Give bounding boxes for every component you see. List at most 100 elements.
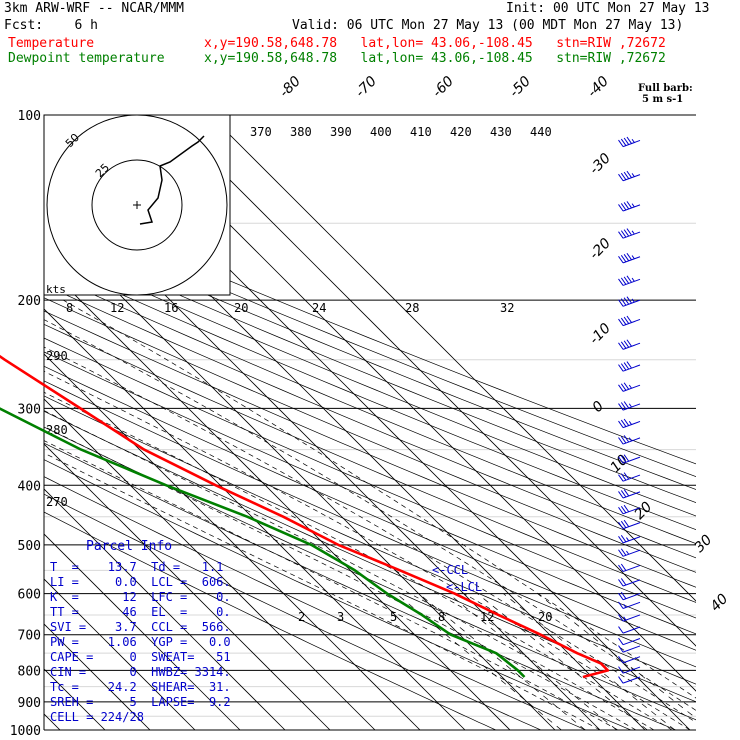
isotherm-line [44,263,511,730]
legend-dewpoint-label: Dewpoint temperature [8,51,165,66]
barb-flag [618,403,624,411]
moist-adiabat [44,426,637,730]
thetae-tick-label: 32 [500,301,514,315]
barb-flag [623,229,630,237]
barb-flag [618,139,624,147]
thetae-tick-label: 24 [312,301,326,315]
theta-tick-label: 430 [490,125,512,139]
barb-flag [626,537,630,542]
barb-staff [622,638,641,646]
wind-barb [618,489,641,499]
wind-barbs [618,136,641,684]
hodograph-trace [139,135,205,225]
parcel-row: TT = 46 EL = 0. [50,605,231,619]
wind-barb [618,601,641,609]
barb-staff [622,626,641,634]
barb-flag [618,474,624,482]
wind-barb [618,275,641,286]
wind-barb [618,519,641,530]
parcel-row: K = 12 LFC = 0. [50,590,231,604]
barb-flag [623,418,630,426]
barb-flag [620,505,627,514]
isotherm-line [44,578,196,730]
pressure-tick-label: 100 [18,109,41,124]
wind-barb [618,382,641,392]
parcel-row: PW = 1.06 YGP = 0.0 [50,635,231,649]
barb-flag [626,339,632,347]
barb-flag [620,298,627,306]
barb-flag [623,297,630,305]
mixing-ratio-line [537,593,696,719]
barb-flag [623,603,627,608]
barb-flag [623,616,627,621]
theta-left-label: 270 [46,495,68,509]
barb-flag [618,645,624,653]
parcel-row: CIN = 0 HWBZ= 3314. [50,665,231,679]
barb-flag [618,549,624,557]
barb-flag [626,136,632,144]
dry-adiabat [44,259,696,531]
theta-tick-label: 400 [370,125,392,139]
parcel-info-title: Parcel Info [86,539,173,554]
barb-flag [623,276,630,284]
barb-flag [618,626,624,634]
barb-flag [631,203,635,208]
barb-flag [620,341,627,349]
pressure-tick-label: 300 [18,402,41,417]
dewpoint-trace [0,407,526,678]
mixing-ratio-line [418,593,586,730]
wind-barb [618,656,641,664]
full-barb-units: 5 m s-1 [642,94,684,105]
barb-flag [626,275,632,283]
isotherm-tick-label: 40 [708,591,732,615]
barb-flag [620,535,627,543]
wind-barb [618,454,641,464]
pressure-levels: 100 200 300 400 500 600 700 800 900 1000 [10,109,41,739]
moist-adiabat [44,391,673,730]
dry-adiabat [44,223,696,490]
wind-barb [618,472,641,482]
mixing-ratio-tick-label: 20 [538,610,552,624]
barb-flag [618,491,624,499]
valid-time: Valid: 06 UTC Mon 27 May 13 (00 MDT Mon … [292,18,684,33]
wind-barb [618,504,641,515]
barb-flag [628,403,632,408]
full-barb-note: Full barb: [638,83,693,94]
moist-adiabat [44,370,691,730]
dry-adiabat [44,271,696,545]
thetae-tick-label: 8 [66,301,73,315]
barb-flag [620,419,627,427]
wind-barb [618,418,641,429]
thetae-tick-label: 28 [405,301,419,315]
barb-flag [626,252,632,261]
theta-tick-label: 380 [290,125,312,139]
wind-barb [618,645,641,653]
isotherm-line [44,488,286,730]
chart-grid [43,114,696,731]
dry-adiabat [44,247,696,517]
theta-tick-label: 370 [250,125,272,139]
barb-flag [620,402,627,410]
wind-barb [618,676,641,684]
barb-flag [626,201,632,209]
barb-flag [626,550,630,555]
barb-flag [618,420,624,428]
init-time: Init: 00 UTC Mon 27 May 13 [506,1,710,16]
barb-flag [620,563,627,571]
temperature-trace [0,354,610,679]
pressure-tick-label: 1000 [10,724,41,739]
barb-flag [618,318,624,326]
parcel-row: LI = 0.0 LCL = 606. [50,575,231,589]
barb-flag [623,171,630,179]
dry-adiabat [44,212,696,477]
barb-flag [620,436,627,444]
wind-barb [618,435,641,445]
parcel-row: Tc = 24.2 SHEAR= 31. [50,680,231,694]
barb-flag [618,299,624,307]
wind-barb [618,170,641,182]
barb-flag [631,230,635,235]
isotherm-line [44,623,151,730]
wind-barb [618,614,641,622]
mixing-ratio-tick-label: 8 [438,610,445,624]
